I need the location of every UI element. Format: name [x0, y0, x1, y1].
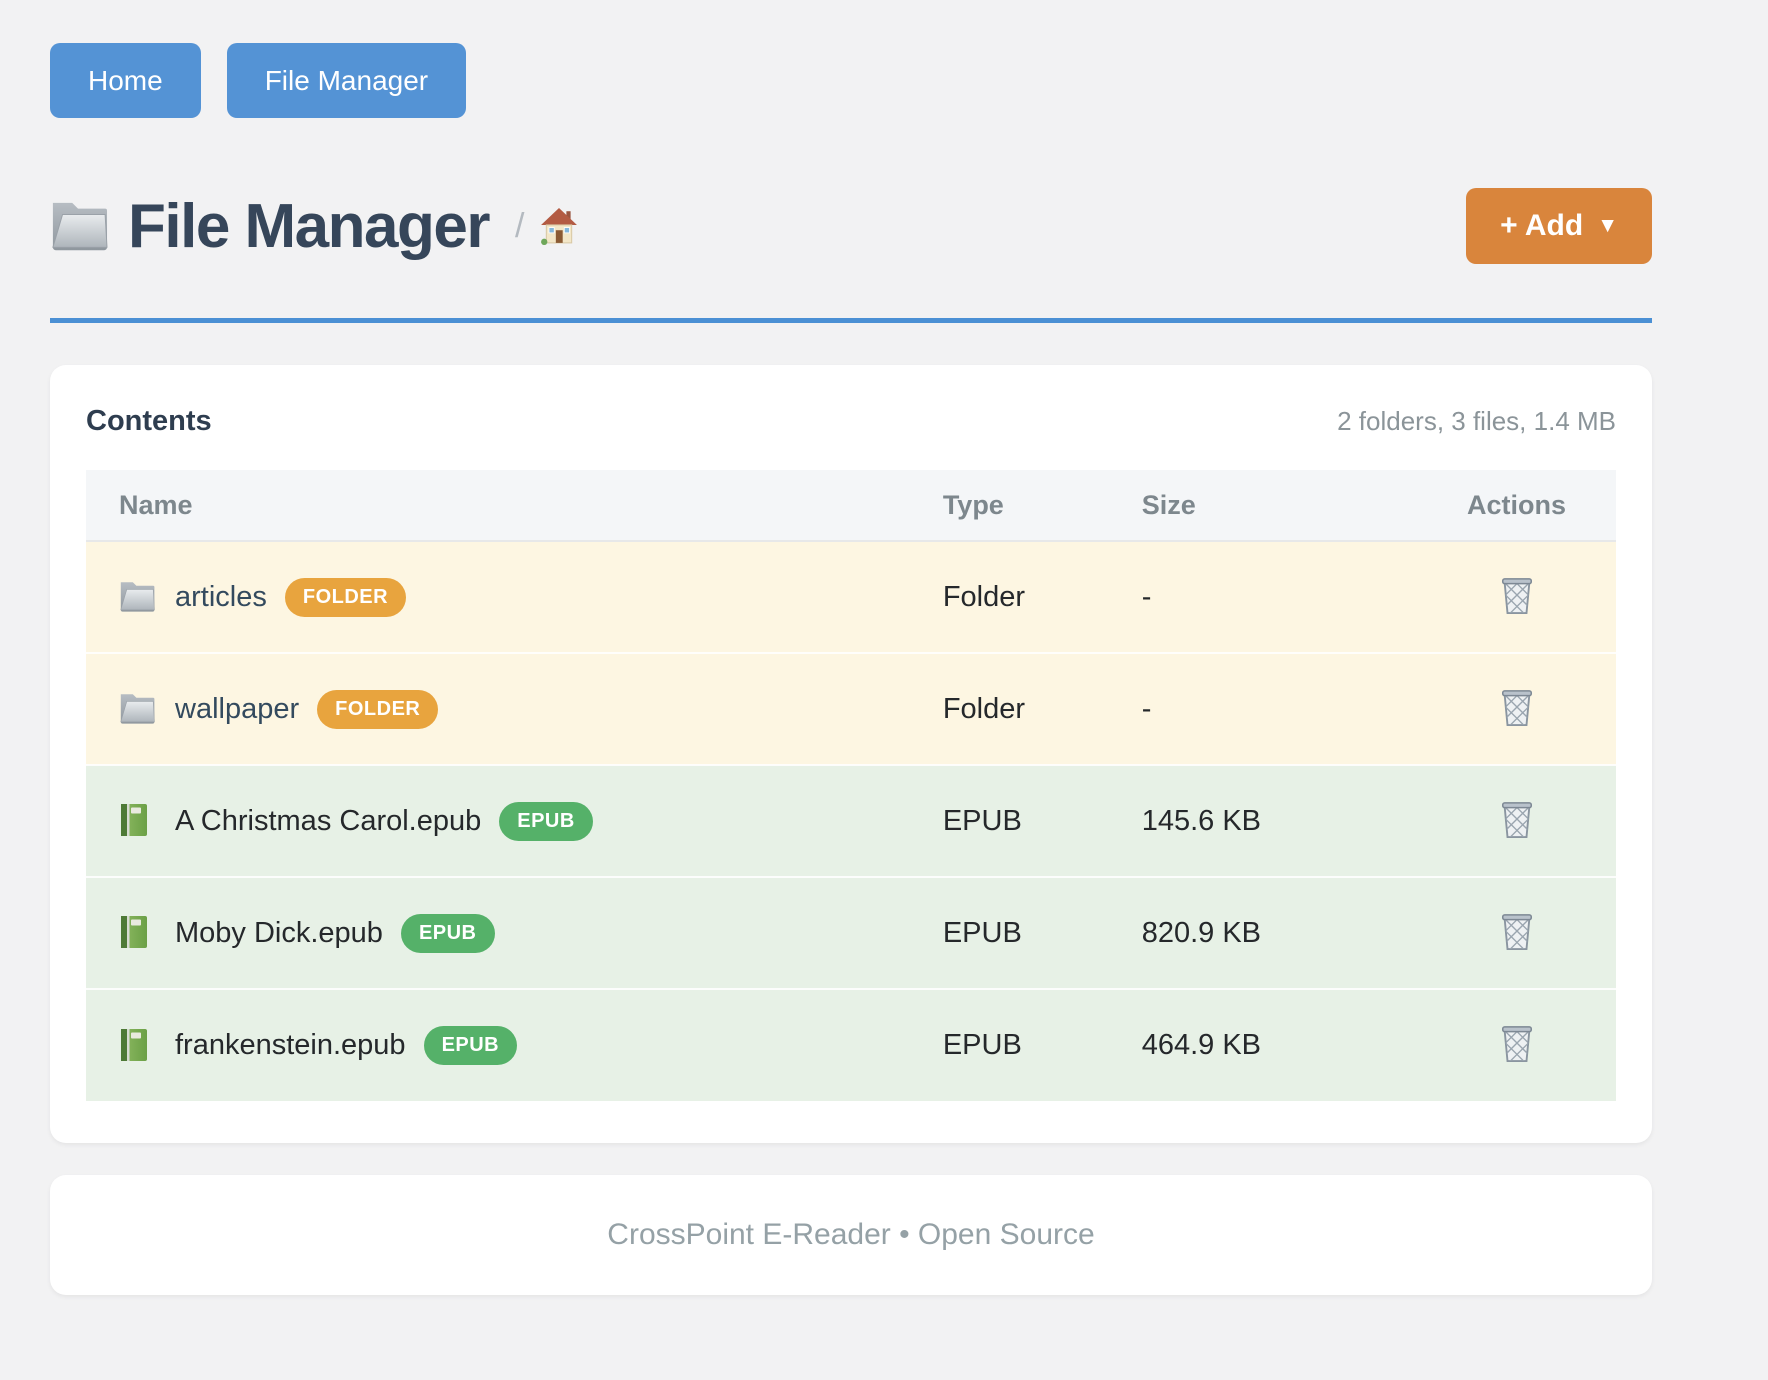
- breadcrumb-separator: /: [515, 206, 525, 245]
- folder-icon: [50, 199, 108, 253]
- delete-button[interactable]: [1498, 574, 1536, 616]
- file-table-body: articles FOLDER Folder - wallpaper FOLDER Fold…: [86, 541, 1616, 1101]
- table-row: wallpaper FOLDER Folder -: [86, 652, 1616, 765]
- type-badge: EPUB: [400, 913, 495, 953]
- folder-icon: [119, 691, 155, 727]
- add-button[interactable]: + Add ▼: [1466, 188, 1652, 264]
- file-name: Moby Dick.epub: [175, 916, 383, 949]
- page-container: Home File Manager File Manager /: [50, 0, 1652, 1295]
- table-row: Moby Dick.epub EPUB EPUB 820.9 KB: [86, 876, 1616, 989]
- trash-icon: [1498, 577, 1536, 619]
- chevron-down-icon: ▼: [1597, 214, 1618, 237]
- delete-button[interactable]: [1498, 910, 1536, 952]
- contents-summary: 2 folders, 3 files, 1.4 MB: [1337, 406, 1616, 436]
- trash-icon: [1498, 801, 1536, 843]
- type-cell: EPUB: [942, 876, 1142, 989]
- footer-text: CrossPoint E-Reader • Open Source: [607, 1218, 1095, 1251]
- file-name: frankenstein.epub: [175, 1029, 406, 1061]
- book-icon: [119, 915, 155, 951]
- folder-icon: [119, 579, 155, 615]
- type-cell: EPUB: [942, 988, 1142, 1101]
- delete-button[interactable]: [1498, 798, 1536, 840]
- type-cell: Folder: [942, 652, 1142, 765]
- type-badge: FOLDER: [284, 577, 407, 617]
- table-header-row: Name Type Size Actions: [86, 470, 1616, 542]
- delete-button[interactable]: [1498, 686, 1536, 728]
- footer-card: CrossPoint E-Reader • Open Source: [50, 1175, 1652, 1295]
- file-table: Name Type Size Actions articles FOLDER Fol…: [86, 470, 1616, 1101]
- folder-name-link[interactable]: wallpaper: [175, 692, 300, 725]
- size-cell: 820.9 KB: [1141, 876, 1418, 989]
- folder-name-link[interactable]: articles: [175, 580, 267, 613]
- type-badge: EPUB: [499, 801, 593, 841]
- trash-icon: [1498, 689, 1536, 731]
- file-manager-button[interactable]: File Manager: [226, 43, 467, 118]
- column-header-type: Type: [942, 470, 1142, 542]
- home-button[interactable]: Home: [50, 43, 201, 118]
- trash-icon: [1498, 1026, 1536, 1067]
- column-header-actions: Actions: [1417, 470, 1616, 542]
- page-title: File Manager: [128, 191, 491, 261]
- type-badge: EPUB: [423, 1026, 518, 1065]
- contents-card: Contents 2 folders, 3 files, 1.4 MB Name…: [50, 365, 1652, 1143]
- book-icon: [119, 803, 155, 839]
- column-header-name: Name: [86, 470, 943, 542]
- book-icon: [119, 1028, 155, 1064]
- type-cell: EPUB: [942, 764, 1142, 877]
- top-nav: Home File Manager: [50, 0, 1652, 118]
- table-row: articles FOLDER Folder -: [86, 541, 1616, 653]
- file-name: A Christmas Carol.epub: [175, 804, 482, 837]
- page-header: File Manager / + Add ▼: [50, 188, 1652, 264]
- size-cell: -: [1141, 652, 1418, 765]
- table-row: A Christmas Carol.epub EPUB EPUB 145.6 KB: [86, 764, 1616, 877]
- type-cell: Folder: [942, 580, 1026, 613]
- house-icon[interactable]: [540, 207, 578, 245]
- type-badge: FOLDER: [317, 689, 439, 729]
- add-button-label: + Add: [1500, 209, 1584, 242]
- table-row: frankenstein.epub EPUB EPUB 464.9 KB: [86, 988, 1616, 1101]
- size-cell: 464.9 KB: [1141, 988, 1418, 1101]
- column-header-size: Size: [1141, 470, 1418, 542]
- trash-icon: [1498, 913, 1536, 955]
- header-divider: [50, 318, 1652, 323]
- size-cell: 145.6 KB: [1141, 764, 1418, 877]
- breadcrumb: /: [515, 207, 578, 246]
- contents-heading: Contents: [86, 405, 212, 437]
- delete-button[interactable]: [1498, 1022, 1536, 1064]
- size-cell: -: [1141, 580, 1152, 613]
